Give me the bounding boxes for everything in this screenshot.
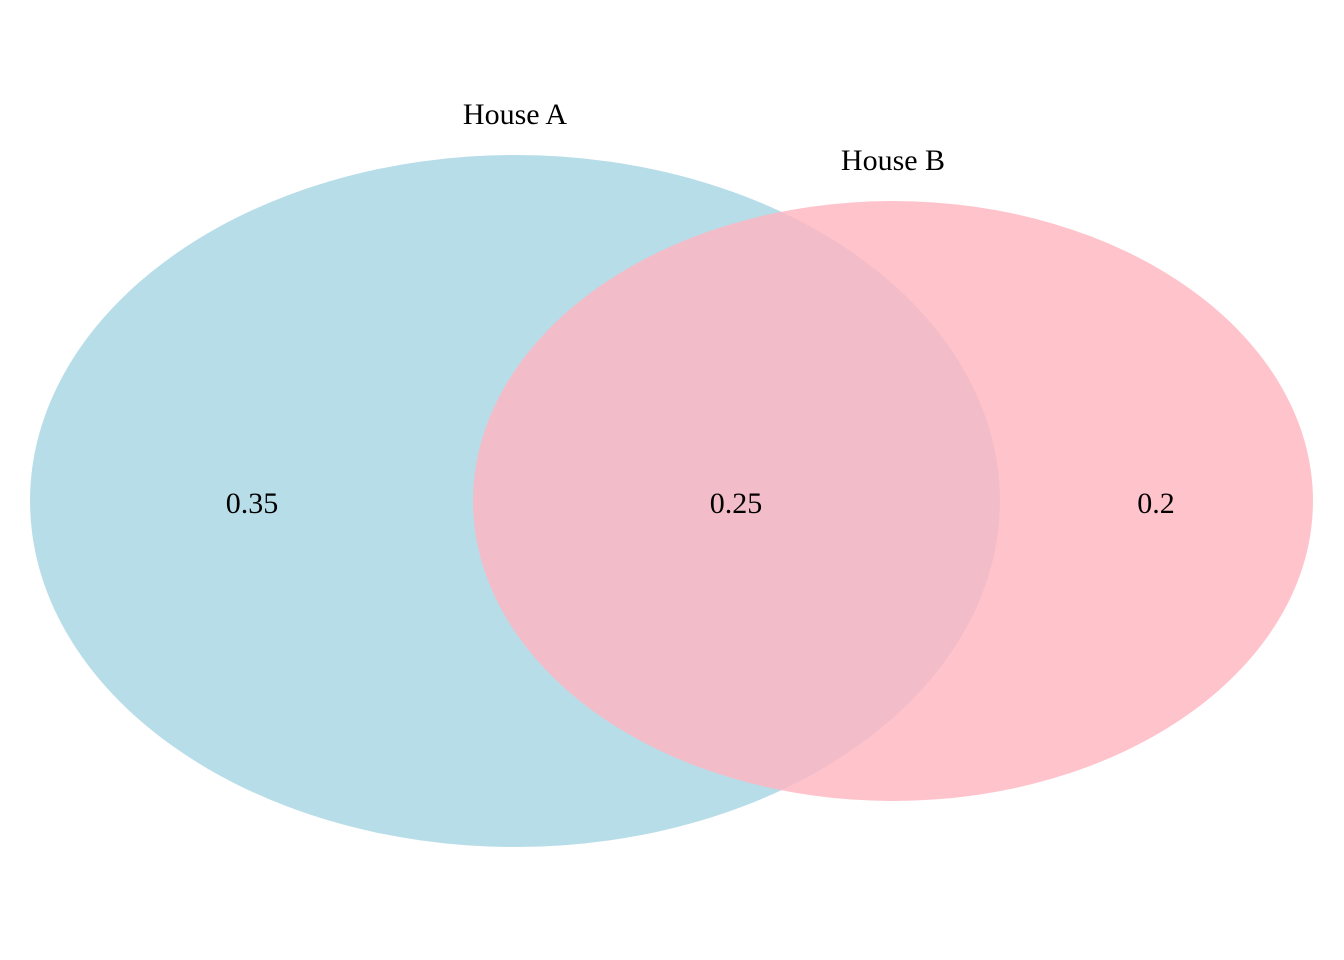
house-a-label: House A (463, 98, 568, 131)
house-a-only-value: 0.35 (226, 487, 279, 520)
house-b-label: House B (841, 144, 945, 177)
house-b-only-value: 0.2 (1137, 487, 1175, 520)
intersection-value: 0.25 (710, 487, 763, 520)
house-b-circle (473, 201, 1313, 801)
